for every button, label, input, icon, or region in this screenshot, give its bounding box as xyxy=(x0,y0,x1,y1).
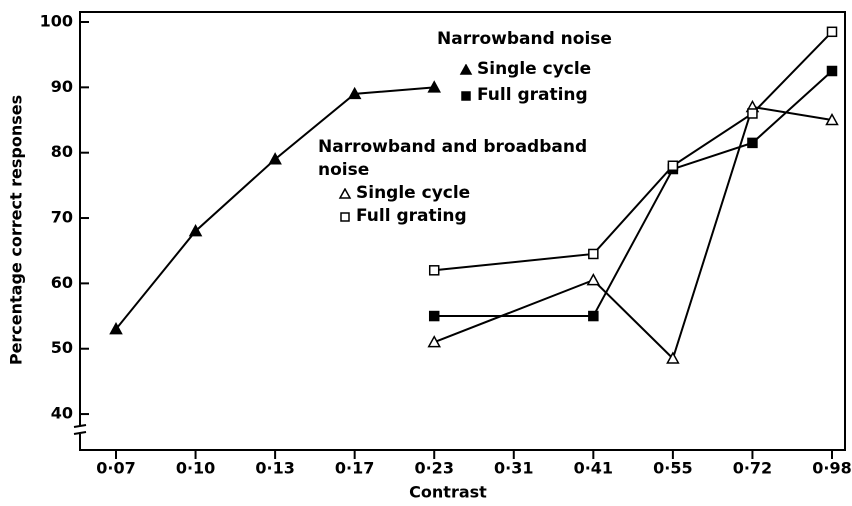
x-tick-label: 0·13 xyxy=(255,459,294,478)
x-tick-label: 0·31 xyxy=(494,459,533,478)
legend-title: Narrowband and broadband noise xyxy=(318,137,588,180)
legend-symbol xyxy=(461,91,471,101)
legend-entry: Single cycle xyxy=(336,182,593,205)
legend-symbol xyxy=(338,188,352,199)
x-tick-label: 0·98 xyxy=(812,459,851,478)
legend-label: Single cycle xyxy=(356,183,471,203)
legend-entry: Full grating xyxy=(336,205,593,228)
axis-break xyxy=(74,426,86,434)
y-tick-label: 60 xyxy=(51,273,73,292)
data-point xyxy=(826,26,838,38)
data-point xyxy=(428,265,440,276)
y-tick-label: 40 xyxy=(51,404,73,423)
data-point xyxy=(586,273,601,286)
data-point xyxy=(667,160,679,172)
legend-label: Single cycle xyxy=(477,59,592,79)
data-point xyxy=(109,322,123,335)
y-tick-label: 80 xyxy=(51,142,73,161)
plot-frame xyxy=(79,11,846,451)
axis-break-mark xyxy=(73,431,87,435)
y-tick-label: 70 xyxy=(51,208,73,227)
x-tick-label: 0·55 xyxy=(653,459,692,478)
legend-label: Full grating xyxy=(356,206,467,226)
data-point xyxy=(427,335,441,348)
data-point xyxy=(825,112,839,126)
legend-label: Full grating xyxy=(477,85,588,105)
legend-symbol xyxy=(340,212,350,222)
x-tick-label: 0·23 xyxy=(414,459,453,478)
x-tick-label: 0·17 xyxy=(335,459,374,478)
legend-symbol xyxy=(459,64,473,75)
data-point xyxy=(747,137,758,149)
legend-entry: Single cycle xyxy=(457,58,712,81)
y-tick-label: 50 xyxy=(51,338,73,357)
legend-group: Narrowband and broadband noise Single cyc… xyxy=(318,136,593,228)
data-point xyxy=(188,224,203,237)
legend-marker xyxy=(461,91,471,101)
data-point xyxy=(747,108,758,119)
data-point xyxy=(666,351,680,364)
legend-marker xyxy=(338,188,352,199)
y-tick-label: 90 xyxy=(51,77,73,96)
legend-title: Narrowband noise xyxy=(437,29,612,49)
x-tick-label: 0·41 xyxy=(574,459,613,478)
data-point xyxy=(588,310,599,322)
data-point xyxy=(268,152,282,165)
axis-break-mark xyxy=(73,424,87,428)
x-tick-label: 0·07 xyxy=(96,459,135,478)
data-point xyxy=(826,65,838,77)
legend-entry: Full grating xyxy=(457,84,712,107)
data-point xyxy=(427,80,441,93)
y-tick-label: 100 xyxy=(40,12,73,31)
x-tick-label: 0·72 xyxy=(733,459,772,478)
legend-marker xyxy=(459,64,473,75)
data-point xyxy=(347,86,362,100)
legend-marker xyxy=(340,212,350,222)
x-axis-label: Contrast xyxy=(409,483,487,502)
legend-group: Narrowband noise Single cycle Full grating xyxy=(437,28,712,107)
x-tick-label: 0·10 xyxy=(176,459,215,478)
data-point xyxy=(588,248,599,260)
data-point xyxy=(428,310,440,322)
y-axis-label: Percentage correct responses xyxy=(7,95,26,365)
